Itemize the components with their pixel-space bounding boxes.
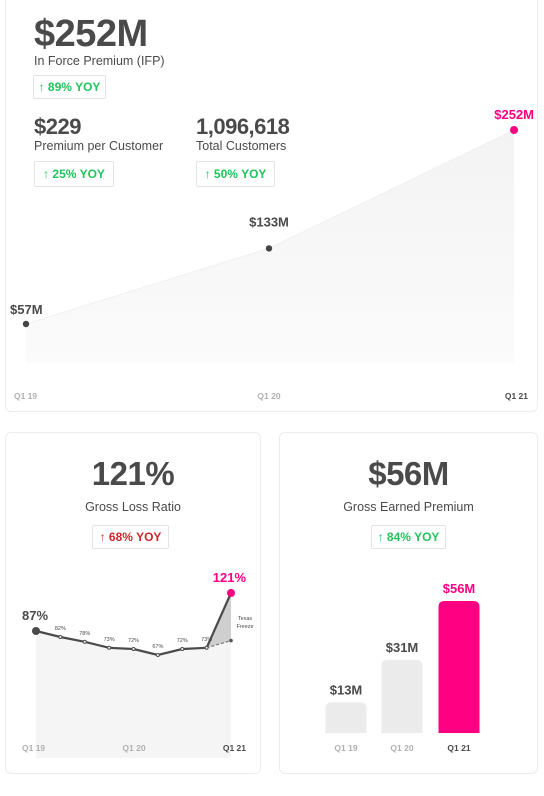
glr-texas-freeze-spike [206, 593, 231, 648]
gross-loss-ratio-card: 121% Gross Loss Ratio ↑ 68% YOY 87% 82% 78… [5, 432, 261, 774]
ifp-x-tick-2: Q1 21 [505, 391, 528, 401]
glr-line-spike [205, 592, 233, 649]
ifp-x-tick-0: Q1 19 [14, 391, 37, 401]
glr-data-label-4: 72% [128, 638, 139, 644]
glr-line [35, 629, 207, 657]
ifp-data-label-2: $252M [494, 107, 534, 122]
gep-bar-chart: $13M Q1 19 $31M Q1 20 $56M Q1 21 [325, 581, 480, 753]
glr-area [36, 631, 231, 758]
gep-data-label-2: $56M [443, 581, 476, 596]
gep-bar-q1-20 [381, 659, 423, 733]
glr-data-label-7: 73% [201, 637, 212, 643]
ifp-point-q1-19 [22, 320, 30, 328]
glr-annotation-line-1: Freeze [236, 624, 253, 630]
glr-x-tick-1: Q1 20 [122, 743, 145, 753]
gep-data-label-1: $31M [386, 640, 419, 655]
glr-point-7 [204, 645, 209, 650]
ifp-label: In Force Premium (IFP) [34, 54, 165, 68]
glr-data-label-1: 82% [55, 626, 66, 632]
glr-point-4 [131, 647, 136, 651]
premium-per-customer-yoy-badge: ↑ 25% YOY [34, 161, 114, 187]
glr-data-label-6: 72% [177, 638, 188, 644]
ifp-x-tick-1: Q1 20 [257, 391, 280, 401]
ifp-card: $252M In Force Premium (IFP) ↑ 89% YOY $… [5, 0, 538, 412]
ifp-yoy-badge: ↑ 89% YOY [33, 75, 106, 99]
ifp-data-label-1: $133M [249, 214, 289, 229]
ifp-point-q1-21 [510, 126, 518, 134]
ifp-area-chart: $57M $133M $252M Q1 19 Q1 20 Q1 21 [10, 107, 534, 401]
glr-point-2 [82, 639, 87, 644]
glr-line-without-freeze [206, 640, 232, 649]
glr-annotation-line-0: Texas [238, 616, 253, 622]
glr-value: 121% [91, 455, 175, 492]
glr-point-0 [32, 627, 40, 635]
glr-point-5 [155, 653, 160, 657]
glr-point-1 [58, 635, 63, 639]
glr-line-chart: 87% 82% 78% 73% 72% 67% 72% 73% 121% Texas Freeze Q… [22, 570, 254, 758]
glr-data-label-2: 78% [79, 631, 90, 637]
glr-point-6 [180, 647, 185, 651]
total-customers-value: 1,096,618 [196, 114, 290, 139]
gep-x-tick-2: Q1 21 [447, 743, 470, 753]
ifp-value: $252M [34, 13, 148, 55]
glr-point-without-freeze [229, 638, 233, 643]
glr-yoy-badge: ↑ 68% YOY [92, 525, 169, 549]
glr-label: Gross Loss Ratio [85, 500, 181, 514]
gep-data-label-0: $13M [330, 682, 363, 697]
glr-x-tick-0: Q1 19 [22, 743, 45, 753]
gep-value: $56M [368, 455, 449, 492]
gep-yoy-badge: ↑ 84% YOY [371, 525, 446, 549]
total-customers-yoy-badge: ↑ 50% YOY [196, 161, 275, 187]
glr-data-label-3: 73% [104, 637, 115, 643]
gep-x-tick-0: Q1 19 [334, 743, 357, 753]
gep-bar-q1-21 [438, 601, 480, 733]
ifp-area [26, 130, 514, 363]
premium-per-customer-label: Premium per Customer [34, 139, 164, 153]
ifp-point-q1-20 [265, 245, 273, 252]
gep-label: Gross Earned Premium [343, 500, 474, 514]
glr-point-8 [227, 589, 235, 597]
total-customers-label: Total Customers [196, 139, 287, 153]
glr-point-3 [107, 645, 112, 650]
glr-data-label-0: 87% [22, 608, 48, 623]
gep-x-tick-1: Q1 20 [390, 743, 413, 753]
gep-bar-q1-19 [325, 702, 367, 733]
ifp-data-label-0: $57M [10, 302, 43, 317]
gross-earned-premium-card: $56M Gross Earned Premium ↑ 84% YOY $13M… [279, 432, 538, 774]
glr-x-tick-2: Q1 21 [223, 743, 246, 753]
glr-data-label-8: 121% [213, 570, 247, 585]
premium-per-customer-value: $229 [34, 114, 81, 139]
glr-data-label-5: 67% [152, 644, 163, 650]
